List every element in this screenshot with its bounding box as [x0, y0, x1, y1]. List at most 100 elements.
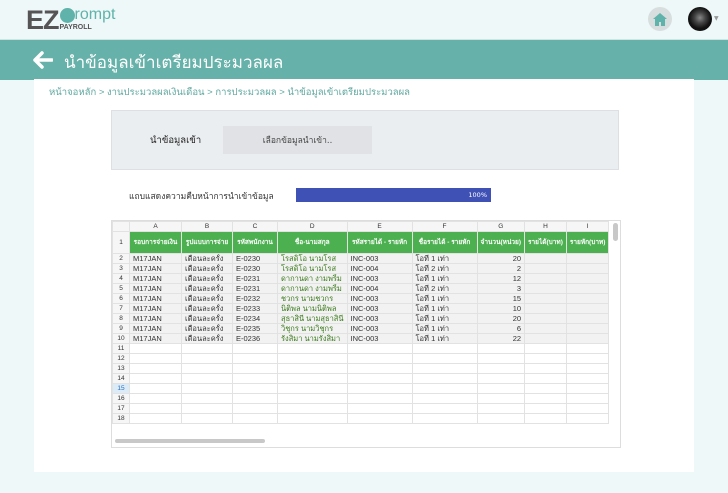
column-header[interactable]: F: [411, 221, 478, 232]
row-number[interactable]: 8: [112, 313, 130, 324]
cell[interactable]: M17JAN: [129, 323, 182, 334]
cell[interactable]: โอที 1 เท่า: [411, 313, 478, 324]
row-number[interactable]: 12: [112, 353, 130, 364]
cell[interactable]: เดือนละครั้ง: [181, 253, 233, 264]
empty-cell[interactable]: [277, 383, 348, 394]
row-number[interactable]: 17: [112, 403, 130, 414]
empty-cell[interactable]: [277, 413, 348, 424]
cell[interactable]: INC-003: [346, 313, 413, 324]
empty-cell[interactable]: [565, 353, 610, 364]
cell[interactable]: [565, 323, 610, 334]
cell[interactable]: 22: [476, 333, 526, 344]
empty-cell[interactable]: [129, 363, 182, 374]
cell[interactable]: E-0236: [232, 333, 278, 344]
empty-cell[interactable]: [232, 403, 278, 414]
empty-cell[interactable]: [565, 403, 610, 414]
cell[interactable]: โรสดิโอ นามโรส: [277, 253, 348, 264]
empty-cell[interactable]: [565, 393, 610, 404]
empty-cell[interactable]: [129, 393, 182, 404]
empty-cell[interactable]: [476, 373, 526, 384]
empty-cell[interactable]: [346, 383, 413, 394]
header-cell[interactable]: รูปแบบการจ่าย: [181, 231, 233, 254]
cell[interactable]: E-0235: [232, 323, 278, 334]
cell[interactable]: รังสิมา นามรังสิมา: [277, 333, 348, 344]
empty-cell[interactable]: [232, 413, 278, 424]
cell[interactable]: E-0230: [232, 263, 278, 274]
header-cell[interactable]: ชื่อ-นามสกุล: [277, 231, 348, 254]
logo[interactable]: EZ rompt PAYROLL: [26, 6, 115, 34]
header-cell[interactable]: ชื่อรายได้ - รายหัก: [411, 231, 478, 254]
cell[interactable]: เดือนละครั้ง: [181, 263, 233, 274]
cell[interactable]: 20: [476, 313, 526, 324]
empty-cell[interactable]: [232, 383, 278, 394]
empty-cell[interactable]: [524, 403, 567, 414]
empty-cell[interactable]: [524, 373, 567, 384]
empty-cell[interactable]: [346, 413, 413, 424]
cell[interactable]: โรสดิโอ นามโรส: [277, 263, 348, 274]
cell[interactable]: เดือนละครั้ง: [181, 303, 233, 314]
empty-cell[interactable]: [181, 353, 233, 364]
cell[interactable]: [565, 253, 610, 264]
vertical-scrollbar[interactable]: [613, 223, 618, 241]
cell[interactable]: [524, 323, 567, 334]
header-cell[interactable]: รหัสรายได้ - รายหัก: [346, 231, 413, 254]
row-number[interactable]: 5: [112, 283, 130, 294]
empty-cell[interactable]: [277, 403, 348, 414]
cell[interactable]: [524, 263, 567, 274]
cell[interactable]: ดากานดา งามพริ้ม: [277, 273, 348, 284]
row-number[interactable]: 6: [112, 293, 130, 304]
row-number[interactable]: 14: [112, 373, 130, 384]
cell[interactable]: เดือนละครั้ง: [181, 333, 233, 344]
cell[interactable]: E-0230: [232, 253, 278, 264]
empty-cell[interactable]: [277, 393, 348, 404]
row-number[interactable]: 16: [112, 393, 130, 404]
empty-cell[interactable]: [232, 353, 278, 364]
cell[interactable]: M17JAN: [129, 283, 182, 294]
empty-cell[interactable]: [524, 353, 567, 364]
cell[interactable]: M17JAN: [129, 303, 182, 314]
cell[interactable]: [524, 333, 567, 344]
empty-cell[interactable]: [476, 413, 526, 424]
cell[interactable]: [524, 303, 567, 314]
empty-cell[interactable]: [129, 373, 182, 384]
header-cell[interactable]: รายหัก(บาท): [565, 231, 610, 254]
cell[interactable]: วิชุกร นามวิชุกร: [277, 323, 348, 334]
cell[interactable]: เดือนละครั้ง: [181, 283, 233, 294]
empty-cell[interactable]: [476, 403, 526, 414]
column-header[interactable]: B: [181, 221, 233, 232]
header-cell[interactable]: รอบการจ่ายเงิน: [129, 231, 182, 254]
cell[interactable]: [524, 293, 567, 304]
cell[interactable]: [565, 313, 610, 324]
cell[interactable]: INC-003: [346, 303, 413, 314]
empty-cell[interactable]: [346, 393, 413, 404]
empty-cell[interactable]: [232, 363, 278, 374]
empty-cell[interactable]: [232, 343, 278, 354]
cell[interactable]: [524, 313, 567, 324]
cell[interactable]: 2: [476, 263, 526, 274]
cell[interactable]: INC-003: [346, 273, 413, 284]
header-cell[interactable]: รายได้(บาท): [524, 231, 567, 254]
row-number[interactable]: 18: [112, 413, 130, 424]
cell[interactable]: 20: [476, 253, 526, 264]
cell[interactable]: INC-003: [346, 323, 413, 334]
cell[interactable]: เดือนละครั้ง: [181, 313, 233, 324]
cell[interactable]: E-0231: [232, 273, 278, 284]
empty-cell[interactable]: [181, 383, 233, 394]
row-number[interactable]: 4: [112, 273, 130, 284]
spreadsheet[interactable]: A B C D E F G H I 1 รอบการจ่ายเงิน รูปแบบการจ่าย รหั…: [111, 220, 621, 448]
row-number[interactable]: 3: [112, 263, 130, 274]
cell[interactable]: เดือนละครั้ง: [181, 293, 233, 304]
cell[interactable]: M17JAN: [129, 293, 182, 304]
cell[interactable]: 15: [476, 293, 526, 304]
empty-cell[interactable]: [346, 343, 413, 354]
cell[interactable]: E-0232: [232, 293, 278, 304]
column-header[interactable]: I: [565, 221, 610, 232]
empty-cell[interactable]: [277, 343, 348, 354]
empty-cell[interactable]: [524, 413, 567, 424]
cell[interactable]: เดือนละครั้ง: [181, 273, 233, 284]
empty-cell[interactable]: [411, 413, 478, 424]
cell[interactable]: โอที 1 เท่า: [411, 333, 478, 344]
cell[interactable]: M17JAN: [129, 313, 182, 324]
empty-cell[interactable]: [524, 363, 567, 374]
cell[interactable]: โอที 1 เท่า: [411, 253, 478, 264]
